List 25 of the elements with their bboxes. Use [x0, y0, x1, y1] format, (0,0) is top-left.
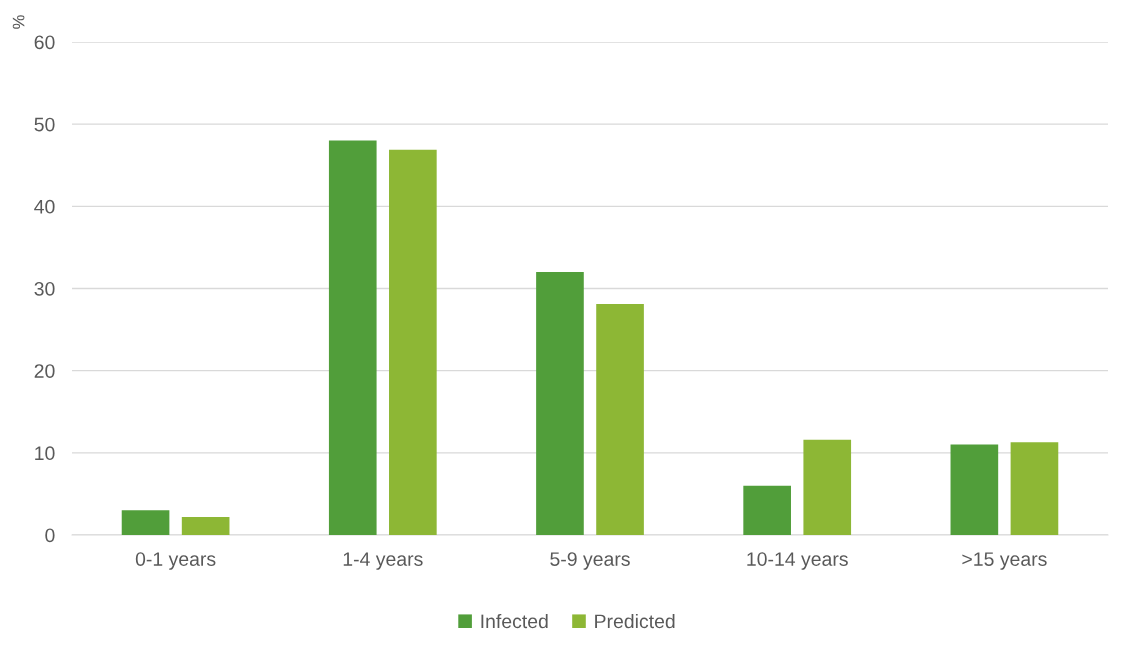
y-tick-label: 0 [45, 528, 55, 543]
bar [389, 149, 437, 535]
bar [536, 272, 584, 535]
y-axis-title: % [12, 15, 25, 29]
bar [596, 304, 644, 535]
bar [121, 510, 170, 535]
bar [1010, 442, 1059, 535]
y-tick-label: 40 [34, 199, 55, 214]
bar [743, 485, 791, 535]
y-tick-label: 20 [34, 364, 55, 378]
x-tick-label: 0-1 years [135, 552, 216, 570]
bar [328, 140, 377, 535]
y-tick-label: 30 [34, 281, 55, 296]
x-tick-label: >15 years [962, 552, 1047, 570]
bar [181, 516, 230, 535]
y-tick-label: 50 [34, 117, 55, 132]
x-tick-label: 10-14 years [747, 552, 848, 570]
bar [950, 444, 999, 535]
x-tick-label: 5-9 years [550, 552, 630, 570]
legend-label: Infected [481, 613, 548, 629]
legend-label: Predicted [595, 613, 675, 629]
y-tick-label: 60 [34, 35, 55, 50]
bar [803, 439, 852, 535]
y-tick-label: 10 [35, 446, 55, 461]
x-tick-label: 1-4 years [343, 552, 423, 570]
